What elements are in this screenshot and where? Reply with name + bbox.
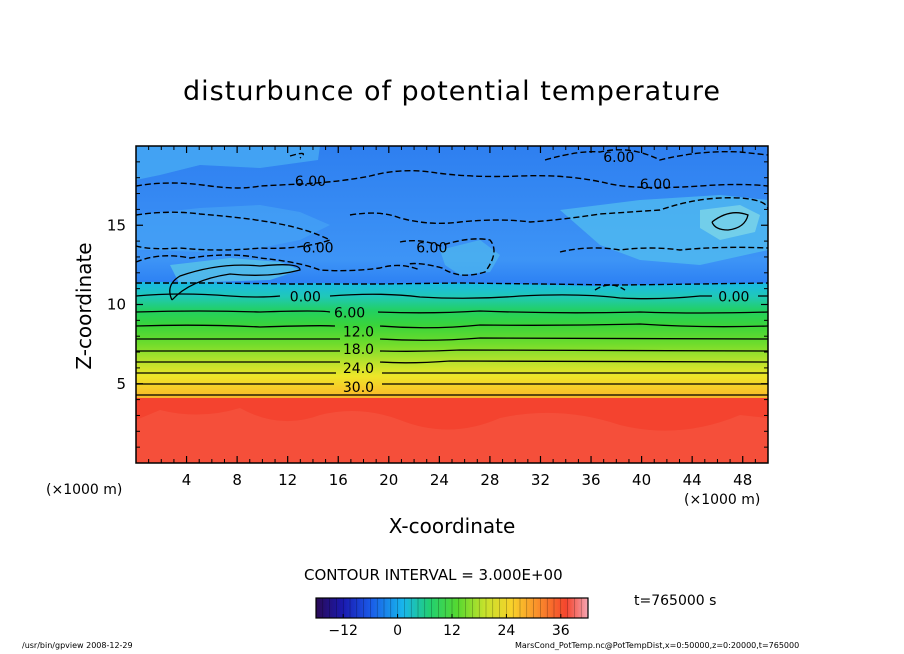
x-tick-label: 48	[733, 471, 752, 489]
colorbar-tick-label: 24	[497, 623, 515, 639]
negative-contours	[136, 149, 768, 291]
z-unit-label: (×1000 m)	[46, 482, 123, 498]
y-axis-label: Z-coordinate	[72, 242, 96, 370]
contour-label: 6.00	[640, 177, 671, 193]
contour-label: 24.0	[343, 361, 374, 377]
x-tick-label: 16	[329, 471, 348, 489]
contour-label: 6.00	[295, 174, 326, 190]
contour-label: 30.0	[343, 380, 374, 396]
y-tick-label: 5	[116, 375, 126, 393]
y-tick-label: 15	[107, 216, 126, 234]
x-tick-label: 20	[379, 471, 398, 489]
colorbar-ticks: −12 0 12 24 36	[328, 614, 570, 639]
colorbar-stripes	[322, 598, 582, 618]
contour-label: 0.00	[290, 290, 321, 306]
contour-labels: 6.00 6.00 6.00 6.00 6.00 0.00 0.00 6.00 12.0 18.0…	[290, 150, 750, 396]
time-label: t=765000 s	[634, 593, 717, 609]
x-tick-label: 28	[480, 471, 499, 489]
contour-label: 18.0	[343, 342, 374, 358]
contour-label: 12.0	[343, 324, 374, 340]
x-tick-label: 8	[232, 471, 242, 489]
x-tick-label: 12	[278, 471, 297, 489]
x-tick-label: 32	[531, 471, 550, 489]
footer-right: MarsCond_PotTemp.nc@PotTempDist,x=0:5000…	[515, 641, 800, 650]
footer-left: /usr/bin/gpview 2008-12-29	[22, 641, 133, 650]
field-layers	[136, 146, 768, 463]
colorbar-tick-label: 36	[552, 623, 570, 639]
colorbar-tick-label: 12	[443, 623, 461, 639]
x-tick-label: 36	[581, 471, 600, 489]
colorbar-tick-label: −12	[328, 623, 358, 639]
contour-interval-text: CONTOUR INTERVAL = 3.000E+00	[304, 566, 563, 584]
y-axis: 5 10 15	[107, 161, 768, 448]
x-axis: 4 8 12 16 20 24 28 32 36 40 44 48	[148, 146, 756, 489]
y-tick-label: 10	[107, 296, 126, 314]
chart-title: disturbunce of potential temperature	[183, 76, 721, 107]
x-unit-label: (×1000 m)	[684, 492, 761, 508]
contour-label: 6.00	[416, 240, 447, 256]
contour-label: 6.00	[302, 240, 333, 256]
colorbar-tick-label: 0	[393, 623, 402, 639]
x-axis-label: X-coordinate	[388, 514, 516, 538]
contour-label: 0.00	[718, 290, 749, 306]
x-tick-label: 4	[182, 471, 192, 489]
colorbar	[316, 598, 588, 618]
contour-label: 6.00	[334, 305, 365, 321]
x-tick-label: 40	[632, 471, 651, 489]
contour-label: 6.00	[603, 150, 634, 166]
x-tick-label: 24	[430, 471, 449, 489]
positive-contours	[136, 212, 768, 396]
x-tick-label: 44	[683, 471, 702, 489]
